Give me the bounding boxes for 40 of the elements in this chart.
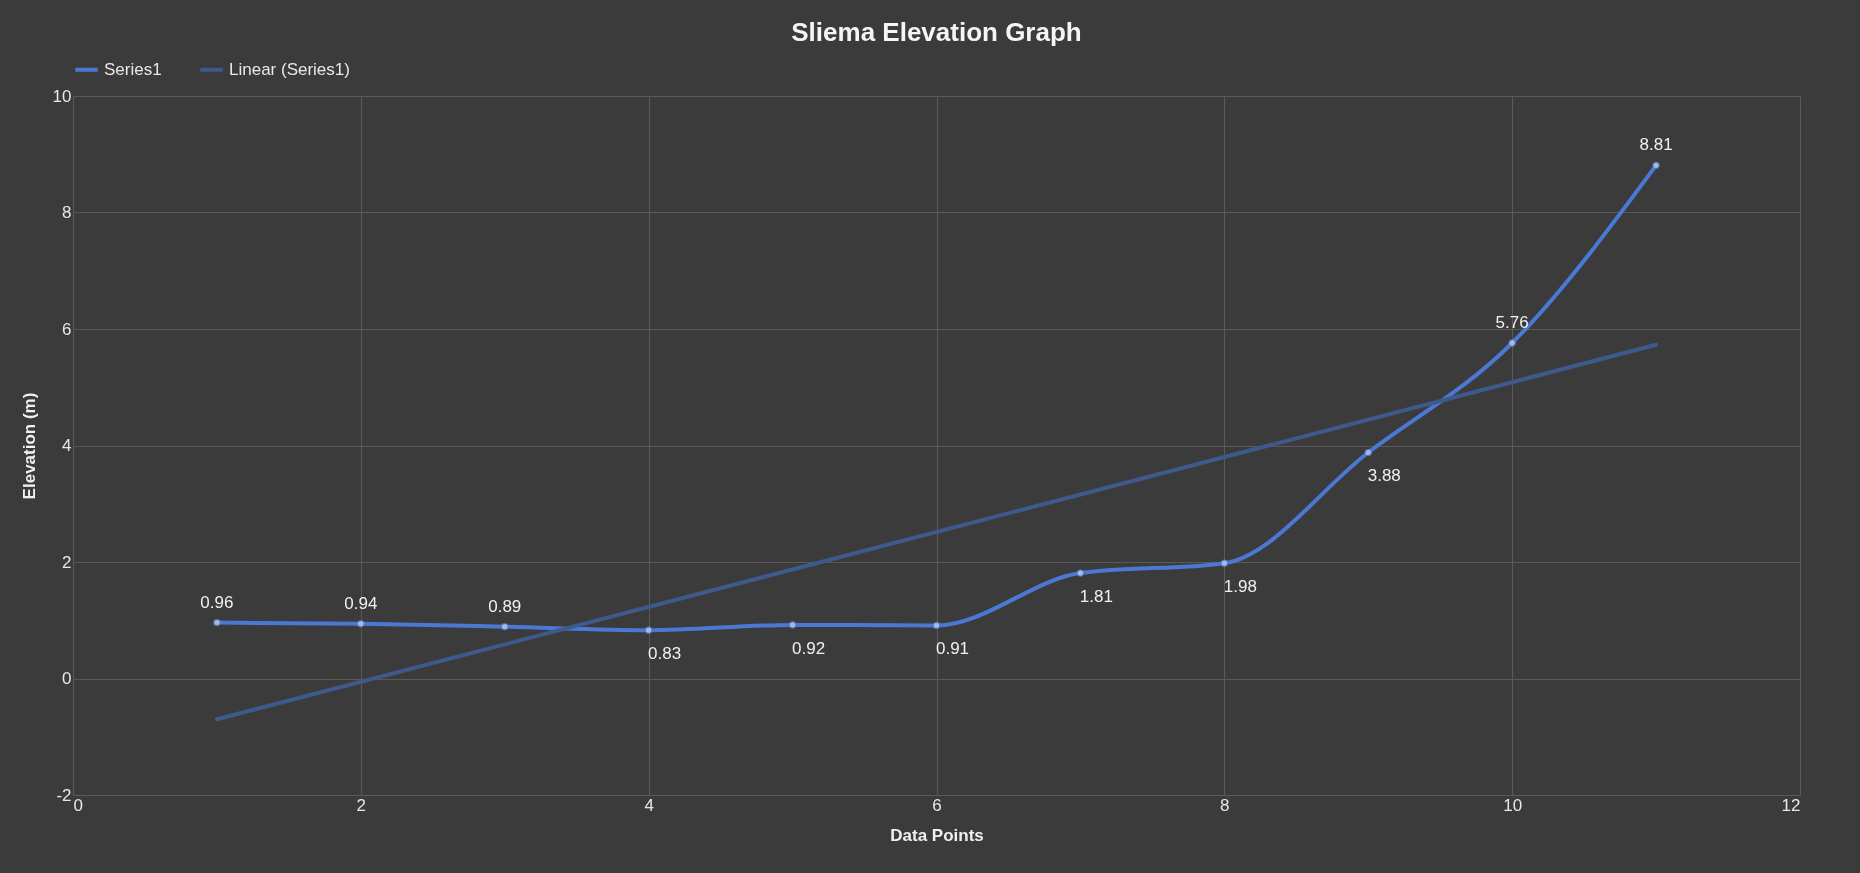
data-label: 0.96: [200, 592, 234, 612]
x-tick-label: 4: [644, 795, 654, 815]
data-label: 3.88: [1367, 466, 1401, 486]
x-tick-label: 10: [1503, 795, 1523, 815]
y-tick-label: 4: [62, 436, 72, 455]
x-tick-label: 12: [1781, 795, 1801, 815]
data-label: 5.76: [1495, 312, 1529, 332]
x-axis-title: Data Points: [890, 825, 984, 845]
y-axis-title: Elevation (m): [19, 392, 39, 500]
chart-title: Sliema Elevation Graph: [791, 17, 1082, 47]
data-label: 0.89: [488, 596, 522, 616]
y-tick-label: 6: [62, 319, 72, 339]
data-label: 8.81: [1639, 135, 1673, 155]
y-tick-label: 2: [62, 552, 72, 572]
y-tick-label: -2: [56, 785, 72, 805]
y-tick-label: 8: [62, 203, 72, 222]
y-tick-label: 10: [52, 86, 72, 106]
data-label: 0.92: [792, 638, 826, 658]
legend-label: Linear (Series1): [229, 59, 350, 79]
data-label: 1.81: [1079, 587, 1113, 607]
point: [1652, 161, 1660, 170]
point: [500, 622, 509, 631]
point: [1220, 559, 1229, 568]
legend-label: Series1: [104, 59, 162, 79]
data-label: 0.94: [344, 593, 378, 613]
point: [1076, 569, 1085, 577]
x-tick-label: 8: [1220, 795, 1230, 815]
point: [1364, 448, 1373, 457]
point: [1508, 339, 1517, 347]
point: [932, 621, 941, 630]
point: [356, 619, 365, 628]
data-label: 1.98: [1223, 577, 1257, 597]
point: [213, 618, 221, 627]
y-tick-label: 0: [62, 669, 72, 688]
point: [788, 621, 797, 629]
data-label: 0.83: [648, 644, 682, 664]
point: [644, 626, 653, 634]
x-tick-label: 6: [932, 795, 942, 815]
data-label: 0.91: [935, 639, 970, 659]
x-tick-label: 2: [356, 795, 367, 815]
